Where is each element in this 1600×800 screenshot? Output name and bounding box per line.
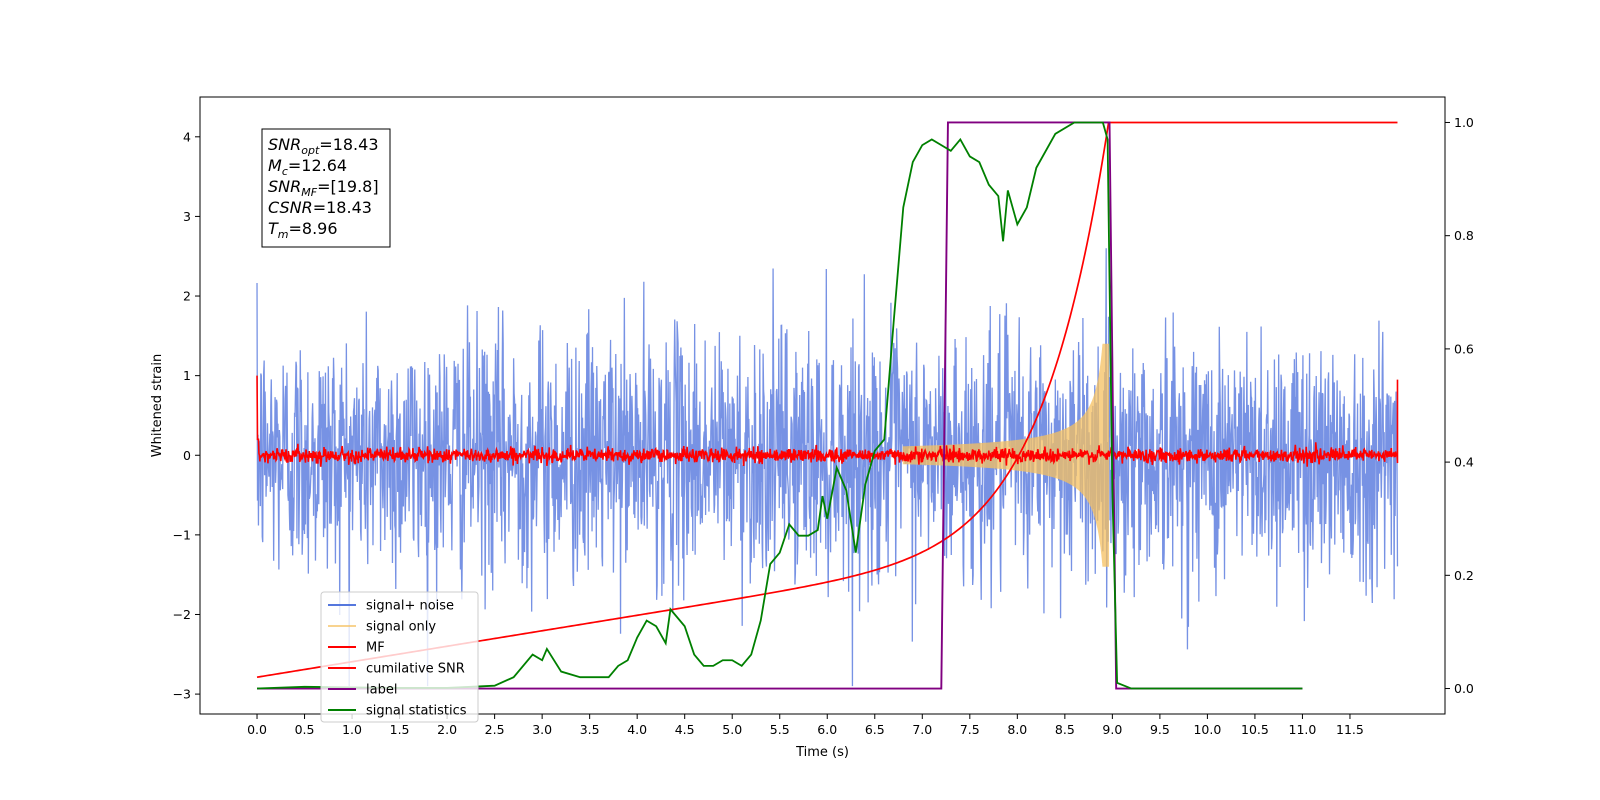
x-tick-label: 1.0 [342, 722, 362, 737]
x-tick-label: 7.0 [912, 722, 932, 737]
info-line: SNRopt=18.43 [268, 135, 379, 157]
x-tick-label: 10.5 [1241, 722, 1269, 737]
y-tick-label: 3 [183, 209, 191, 224]
legend-entry: MF [366, 641, 385, 656]
x-tick-label: 1.5 [390, 722, 410, 737]
series-signal-statistics [256, 121, 1303, 690]
y-axis-label: Whitened strain [150, 354, 165, 457]
x-tick-label: 5.0 [722, 722, 742, 737]
series-signal-only [902, 343, 1123, 567]
x-tick-label: 2.5 [485, 722, 505, 737]
x-tick-label: 9.5 [1150, 722, 1170, 737]
x-tick-label: 5.5 [770, 722, 790, 737]
y-tick-label: 2 [183, 289, 191, 304]
info-line: Tm=8.96 [268, 219, 338, 241]
info-line: Mc=12.64 [268, 156, 347, 178]
x-tick-label: 8.5 [1055, 722, 1075, 737]
x-tick-label: 2.0 [437, 722, 457, 737]
x-tick-label: 11.0 [1289, 722, 1317, 737]
y-tick-label: −3 [173, 687, 191, 702]
x-tick-label: 3.5 [580, 722, 600, 737]
y2-tick-label: 0.2 [1454, 568, 1474, 583]
x-tick-label: 9.0 [1102, 722, 1122, 737]
x-tick-label: 6.0 [817, 722, 837, 737]
x-tick-label: 6.5 [865, 722, 885, 737]
x-tick-label: 4.0 [627, 722, 647, 737]
x-axis-label: Time (s) [795, 745, 849, 760]
y2-tick-label: 0.0 [1454, 681, 1474, 696]
legend-entry: signal+ noise [366, 599, 454, 614]
plot-frame [199, 96, 1446, 715]
y2-tick-label: 0.8 [1454, 228, 1474, 243]
x-tick-label: 4.5 [675, 722, 695, 737]
x-tick-label: 10.0 [1193, 722, 1221, 737]
y2-tick-label: 0.4 [1454, 455, 1474, 470]
legend-entry: signal statistics [366, 704, 467, 719]
legend-entry: cumilative SNR [366, 662, 465, 677]
info-box-frame [261, 128, 391, 248]
y2-tick-label: 0.6 [1454, 341, 1474, 356]
x-tick-label: 8.0 [1007, 722, 1027, 737]
x-tick-label: 7.5 [960, 722, 980, 737]
series-signal-noise [256, 248, 1399, 687]
x-tick-label: 11.5 [1336, 722, 1364, 737]
y-tick-label: 4 [183, 129, 191, 144]
y-tick-label: −1 [173, 527, 191, 542]
x-tick-label: 0.0 [247, 722, 267, 737]
info-box: SNRopt=18.43Mc=12.64SNRMF=[19.8]CSNR=18.… [261, 128, 391, 248]
y-tick-label: 1 [183, 368, 191, 383]
x-tick-label: 3.0 [532, 722, 552, 737]
info-line: CSNR=18.43 [268, 198, 372, 217]
legend: signal+ noise signal only MF cumilative SNR… [320, 591, 479, 723]
legend-entry: label [366, 683, 397, 698]
legend-frame [320, 591, 479, 723]
series-mf [256, 375, 1399, 467]
info-line: SNRMF=[19.8] [268, 177, 379, 199]
x-tick-label: 0.5 [295, 722, 315, 737]
legend-entry: signal only [366, 620, 436, 635]
y-tick-label: −2 [173, 607, 191, 622]
y2-tick-label: 1.0 [1454, 115, 1474, 130]
y-tick-label: 0 [183, 448, 191, 463]
